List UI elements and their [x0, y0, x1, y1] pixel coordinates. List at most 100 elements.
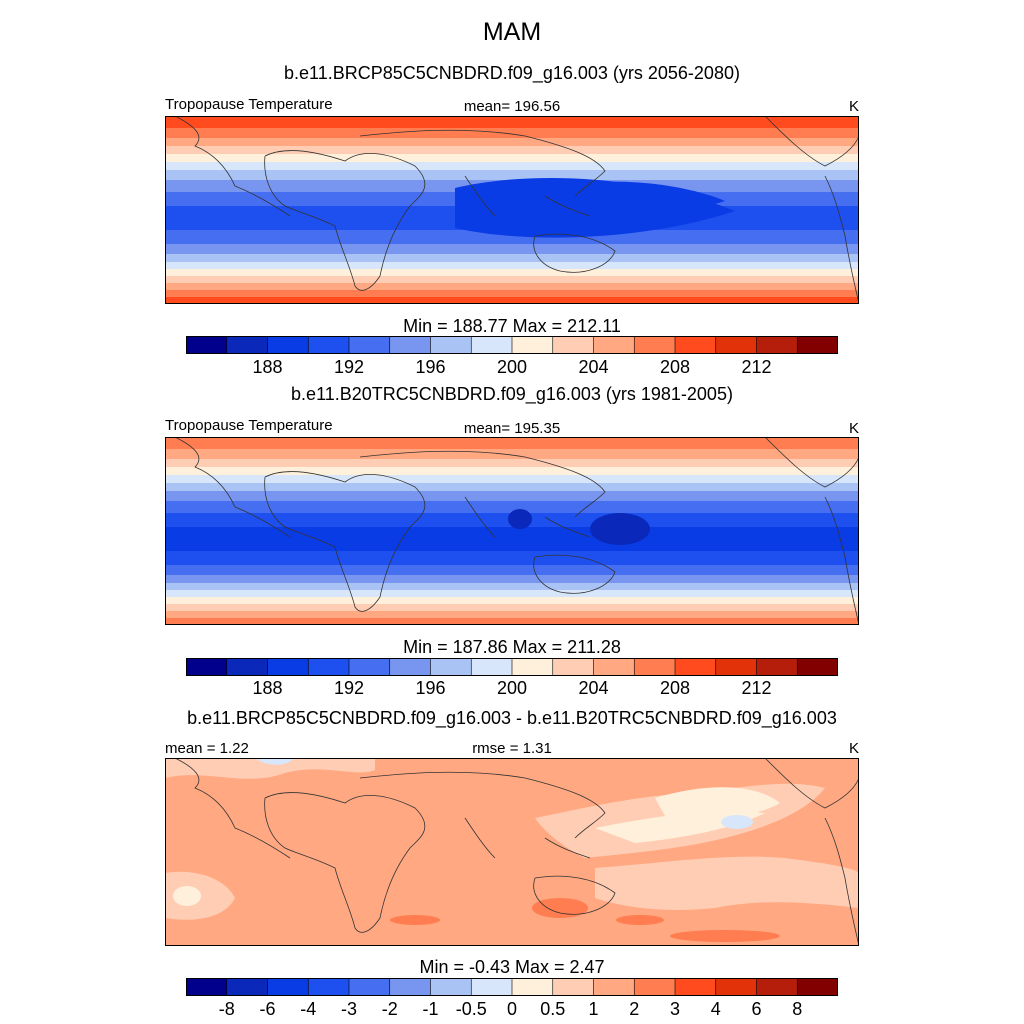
colorbar-cell [511, 336, 554, 354]
colorbar-cell [470, 336, 513, 354]
map-band [165, 437, 859, 449]
map-band [165, 449, 859, 459]
panel-bottom-title: b.e11.BRCP85C5CNBDRD.f09_g16.003 - b.e11… [187, 708, 837, 728]
panel-top-left-label: Tropopause Temperature [165, 96, 333, 113]
panel-bottom-mean-label: mean = 1.22 [165, 740, 249, 757]
colorbar-tick-label: 188 [252, 678, 283, 698]
colorbar-cell [756, 336, 799, 354]
colorbar-cell [307, 658, 350, 676]
colorbar-cell [348, 658, 391, 676]
panel-top-minmax: Min = 188.77 Max = 212.11 [403, 316, 621, 336]
colorbar-cell [715, 658, 758, 676]
map-band [165, 611, 859, 618]
colorbar-tick-label: 6 [751, 999, 762, 1019]
colorbar-tick-label: -1 [422, 999, 439, 1019]
panel-middle-mean-label: mean= 195.35 [463, 420, 561, 437]
colorbar-cell [348, 336, 391, 354]
colorbar-cell [389, 978, 432, 996]
panel-bottom-minmax: Min = -0.43 Max = 2.47 [419, 957, 605, 977]
map-band [165, 162, 859, 170]
map-band [165, 475, 859, 483]
colorbar-tick-label: 2 [629, 999, 640, 1019]
colorbar-cell [430, 658, 473, 676]
map-band [165, 170, 859, 180]
colorbar-tick-label: 8 [792, 999, 803, 1019]
colorbar-cell [633, 658, 676, 676]
map-anomaly-patch [655, 787, 780, 820]
colorbar-cell [307, 336, 350, 354]
map-cold-core [508, 509, 532, 529]
colorbar-cell [796, 978, 838, 996]
panel-top-units-label: K [848, 98, 859, 115]
colorbar-tick-label: 192 [333, 357, 365, 377]
colorbar-cell [756, 978, 799, 996]
coastline-outline [174, 116, 859, 304]
colorbar-cell [430, 978, 473, 996]
colorbar-tick-label: 1 [588, 999, 599, 1019]
panel-top-title: b.e11.BRCP85C5CNBDRD.f09_g16.003 (yrs 20… [284, 63, 740, 83]
map-band [165, 276, 859, 283]
colorbar-cell [633, 978, 676, 996]
colorbar-tick-label: 0.5 [540, 999, 566, 1019]
colorbar-cell [796, 336, 838, 354]
colorbar-cell [186, 336, 228, 354]
colorbar-cell [267, 658, 310, 676]
map-band [165, 138, 859, 146]
colorbar-cell [267, 336, 310, 354]
colorbar-cell [552, 336, 595, 354]
colorbar-cell [226, 978, 269, 996]
panel-middle-minmax: Min = 187.86 Max = 211.28 [403, 637, 621, 657]
colorbar-tick-label: 200 [496, 357, 528, 377]
colorbar-frame [186, 658, 838, 676]
map-band [165, 262, 859, 269]
colorbar-frame [186, 978, 838, 996]
panel-middle-title: b.e11.B20TRC5CNBDRD.f09_g16.003 (yrs 198… [291, 384, 733, 404]
colorbar-tick-label: 204 [578, 357, 609, 377]
colorbar-cell [470, 978, 513, 996]
colorbar-cell [470, 658, 513, 676]
colorbar-tick-label: 4 [710, 999, 721, 1019]
map-anomaly-patch [532, 898, 588, 918]
map-band [165, 116, 859, 128]
colorbar-cell [674, 978, 717, 996]
map-band [165, 604, 859, 611]
colorbar-tick-label: -3 [340, 999, 358, 1019]
colorbar-cell [389, 336, 432, 354]
colorbar-tick-label: 196 [415, 357, 446, 377]
colorbar-tick-label: 196 [415, 678, 446, 698]
coastline-outline [174, 758, 859, 946]
colorbar-tick-label: -4 [300, 999, 317, 1019]
map-band [165, 128, 859, 138]
map-band [165, 154, 859, 162]
colorbar-cell [593, 978, 636, 996]
map-band [165, 501, 859, 513]
map-anomaly-patch [390, 915, 440, 925]
colorbar-cell [796, 658, 838, 676]
colorbar-tick-label: -8 [218, 999, 235, 1019]
colorbar-cell [348, 978, 391, 996]
colorbar-cell [226, 336, 269, 354]
colorbar-cell [674, 658, 717, 676]
figure-title: MAM [482, 18, 542, 46]
map-frame [165, 437, 859, 625]
panel-top-mean-label: mean= 196.56 [463, 98, 561, 115]
map-anomaly-patch [670, 930, 780, 942]
map-band [165, 467, 859, 475]
map-band [165, 483, 859, 491]
panel-bottom-rmse-label: rmse = 1.31 [472, 740, 552, 757]
map-band [165, 491, 859, 501]
colorbar-tick-label: -0.5 [455, 999, 487, 1019]
colorbar-cell [674, 336, 717, 354]
colorbar-cell [552, 978, 595, 996]
panel-middle-units-label: K [848, 420, 859, 437]
panel-bottom-map [165, 758, 859, 946]
map-anomaly-patch [173, 886, 201, 906]
map-band [165, 254, 859, 262]
colorbar-tick-label: 192 [333, 678, 365, 698]
colorbar-cell [552, 658, 595, 676]
map-band [165, 146, 859, 154]
map-band [165, 290, 859, 297]
colorbar-cell [715, 336, 758, 354]
colorbar-tick-label: 212 [741, 678, 772, 698]
panel-middle-colorbar [186, 658, 838, 676]
